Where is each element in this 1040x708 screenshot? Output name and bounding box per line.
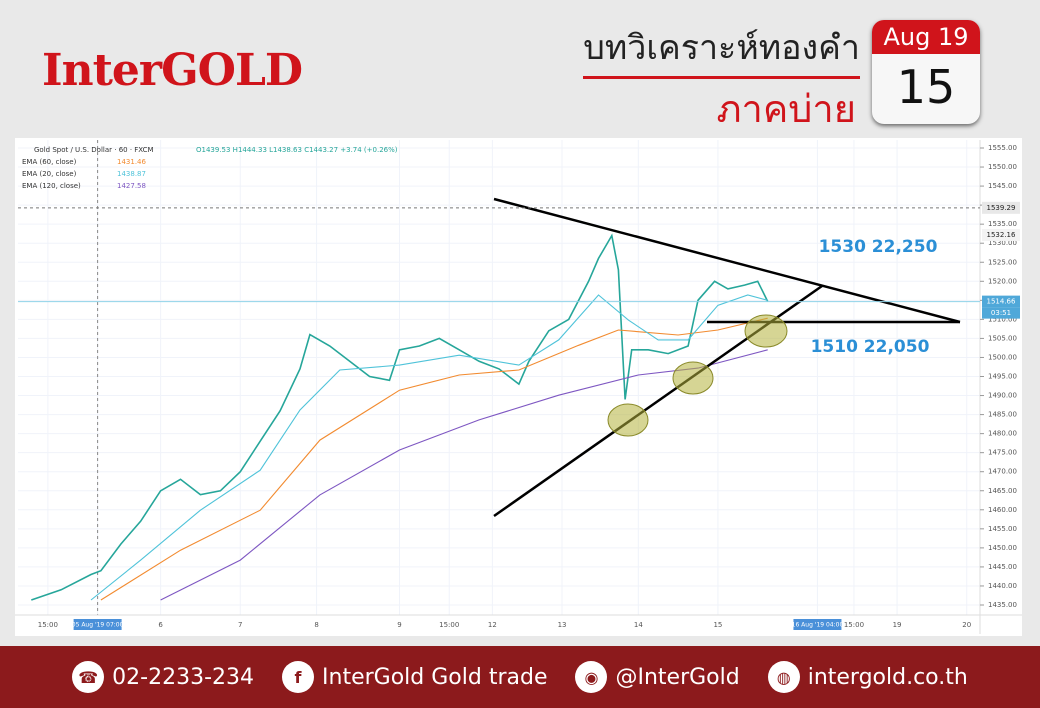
highlight <box>744 314 788 348</box>
facebook: InterGold Gold trade <box>322 664 548 690</box>
y-tick-label: 1535.00 <box>988 220 1017 228</box>
x-tick-label: 20 <box>962 621 971 629</box>
y-tick-label: 1435.00 <box>988 601 1017 609</box>
web-icon: ◍ <box>767 661 800 693</box>
logo: InterGOLD <box>42 45 303 96</box>
price-label: 1514.66 <box>987 298 1016 306</box>
y-tick-label: 1445.00 <box>988 563 1017 571</box>
annotation: 1510 22,050 <box>811 337 930 357</box>
phone: 02-2233-234 <box>112 664 255 690</box>
highlight <box>607 403 649 437</box>
x-tick-label: 6 <box>158 621 163 629</box>
legend-value: 1427.58 <box>117 182 146 190</box>
series-line <box>100 317 768 601</box>
x-tick-label: 19 <box>893 621 902 629</box>
x-tick-label: 7 <box>238 621 242 629</box>
y-tick-label: 1480.00 <box>988 430 1017 438</box>
countdown: 03:51 <box>991 309 1011 317</box>
trendline <box>493 197 961 324</box>
y-tick-label: 1495.00 <box>988 373 1017 381</box>
y-tick-label: 1455.00 <box>988 525 1017 533</box>
price-box <box>982 201 1020 214</box>
grid <box>18 140 980 615</box>
y-tick-label: 1490.00 <box>988 392 1017 400</box>
x-tick-label: 16 Aug '19 04:00 <box>792 622 844 629</box>
y-tick-label: 1440.00 <box>988 582 1017 590</box>
annotation: 1530 22,250 <box>819 237 938 257</box>
x-tick-label: 12 <box>488 621 497 629</box>
x-tick-label: 15:00 <box>844 621 864 629</box>
highlight <box>672 361 714 395</box>
footer-item: f InterGold Gold trade <box>282 661 547 693</box>
y-tick-label: 1520.00 <box>988 277 1017 285</box>
y-tick-label: 1465.00 <box>988 487 1017 495</box>
y-tick-label: 1525.00 <box>988 258 1017 266</box>
y-tick-label: 1550.00 <box>988 163 1017 171</box>
y-tick-label: 1530.00 <box>988 239 1017 247</box>
legend-label: EMA (20, close) <box>22 170 77 178</box>
y-tick-label: 1460.00 <box>988 506 1017 514</box>
countdown-box <box>982 307 1020 319</box>
legend-label: EMA (120, close) <box>22 182 81 190</box>
x-tick-label: 14 <box>634 621 643 629</box>
ohlc-label: O1439.53 H1444.33 L1438.63 C1443.27 +3.7… <box>196 146 398 154</box>
price-box <box>982 295 1020 308</box>
x-tick-label: 15:00 <box>439 621 459 629</box>
footer-item: ◍ intergold.co.th <box>767 661 968 693</box>
y-tick-label: 1505.00 <box>988 334 1017 342</box>
y-tick-label: 1485.00 <box>988 411 1017 419</box>
series-line <box>31 233 769 601</box>
y-tick-label: 1510.00 <box>988 315 1017 323</box>
subtitle: ภาคบ่าย <box>716 87 856 131</box>
calendar-day: 15 <box>896 60 956 114</box>
website: intergold.co.th <box>807 664 968 690</box>
series-line <box>90 294 768 601</box>
footer-item: ☎ 02-2233-234 <box>72 661 254 693</box>
y-tick-label: 1475.00 <box>988 449 1017 457</box>
y-tick-label: 1545.00 <box>988 182 1017 190</box>
price-label: 1532.16 <box>987 231 1016 239</box>
footer: ☎ 02-2233-234 f InterGold Gold trade ◉ @Int… <box>0 646 1040 708</box>
legend-value: 1438.87 <box>117 170 146 178</box>
calendar: Aug 19 15 <box>872 20 980 124</box>
y-tick-label: 1500.00 <box>988 353 1017 361</box>
price-box <box>982 228 1020 241</box>
x-label-box <box>73 619 122 630</box>
x-tick-label: 05 Aug '19 07:00 <box>72 622 124 629</box>
calendar-month: Aug 19 <box>872 20 980 54</box>
facebook-icon: f <box>282 661 315 693</box>
footer-item: ◉ @InterGold <box>575 661 740 693</box>
x-tick-label: 15 <box>713 621 722 629</box>
x-tick-label: 13 <box>558 621 567 629</box>
phone-icon: ☎ <box>72 661 105 693</box>
legend-value: 1431.46 <box>117 158 146 166</box>
line-id: @InterGold <box>615 664 740 690</box>
x-label-box <box>793 619 842 630</box>
legend-label: EMA (60, close) <box>22 158 77 166</box>
chart: 1530 22,250 1510 22,050 Gold Spot / U.S.… <box>15 140 1022 634</box>
title: บทวิเคราะห์ทองคำ <box>583 20 860 79</box>
x-tick-label: 15:00 <box>38 621 58 629</box>
x-tick-label: 8 <box>314 621 318 629</box>
price-label: 1539.29 <box>987 204 1016 212</box>
y-tick-label: 1555.00 <box>988 144 1017 152</box>
chart-panel: 1530 22,250 1510 22,050 Gold Spot / U.S.… <box>15 138 1022 636</box>
y-tick-label: 1450.00 <box>988 544 1017 552</box>
x-tick-label: 9 <box>397 621 401 629</box>
y-tick-label: 1470.00 <box>988 468 1017 476</box>
chart-title: Gold Spot / U.S. Dollar · 60 · FXCM <box>34 146 154 154</box>
line-icon: ◉ <box>575 661 608 693</box>
